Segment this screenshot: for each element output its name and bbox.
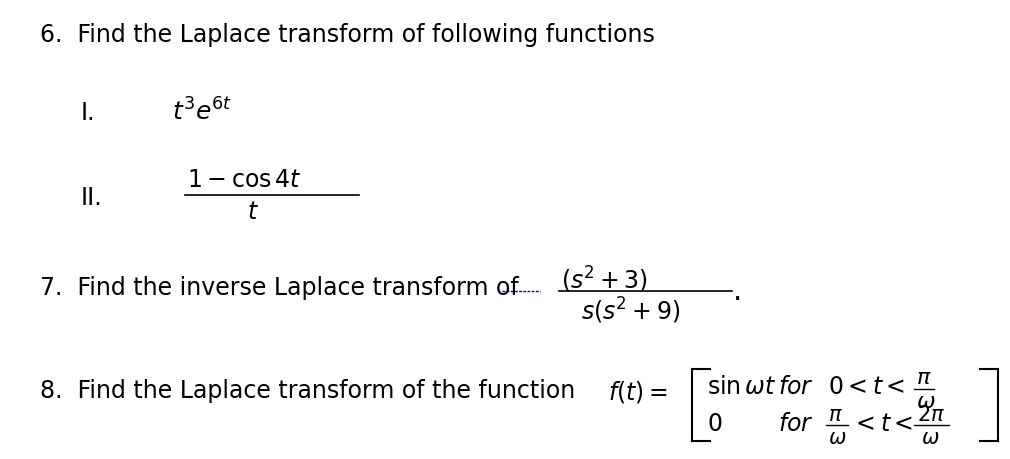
Text: 6.  Find the Laplace transform of following functions: 6. Find the Laplace transform of followi…	[40, 23, 655, 47]
Text: $\omega$: $\omega$	[921, 427, 939, 447]
Text: $.$: $.$	[732, 278, 740, 306]
Text: I.: I.	[81, 101, 95, 125]
Text: $\omega$: $\omega$	[828, 427, 846, 447]
Text: $s(s^2+9)$: $s(s^2+9)$	[581, 295, 680, 325]
Text: $\mathit{for}$: $\mathit{for}$	[778, 374, 813, 398]
Text: $(s^2+3)$: $(s^2+3)$	[561, 264, 647, 294]
Text: $< t <$: $< t <$	[851, 411, 914, 435]
Text: $2\pi$: $2\pi$	[917, 404, 945, 424]
Text: $0$: $0$	[707, 411, 722, 435]
Text: $\pi$: $\pi$	[916, 367, 932, 387]
Text: 7.  Find the inverse Laplace transform of: 7. Find the inverse Laplace transform of	[40, 275, 519, 299]
Text: $\pi$: $\pi$	[828, 404, 843, 424]
Text: $\mathit{for}$: $\mathit{for}$	[778, 411, 813, 435]
Text: $0 < t <$: $0 < t <$	[828, 374, 905, 398]
Text: $t$: $t$	[247, 200, 260, 224]
Text: $\sin\omega t$: $\sin\omega t$	[707, 374, 777, 398]
Text: 8.  Find the Laplace transform of the function: 8. Find the Laplace transform of the fun…	[40, 379, 576, 403]
Text: $1 - \cos 4t$: $1 - \cos 4t$	[187, 168, 301, 191]
Text: $t^3e^{6t}$: $t^3e^{6t}$	[172, 99, 232, 126]
Text: $\omega$: $\omega$	[916, 391, 935, 411]
Text: $f(t) =$: $f(t) =$	[608, 379, 668, 405]
Text: II.: II.	[81, 186, 102, 210]
